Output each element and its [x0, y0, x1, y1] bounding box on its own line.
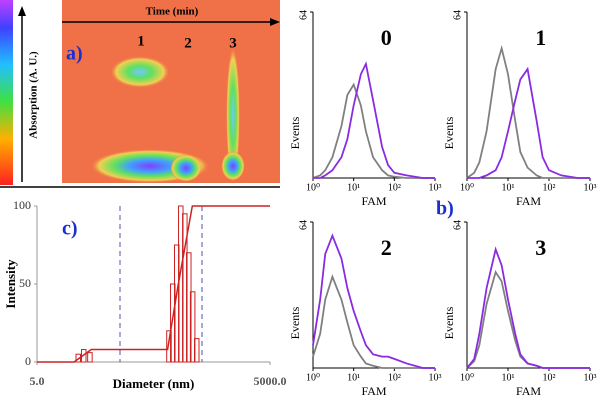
histogram-line	[313, 61, 435, 179]
x-tick-label: 5000.0	[254, 374, 287, 388]
y-tick-label: 64	[298, 220, 309, 230]
y-label: Events	[442, 116, 456, 149]
chart-title: 0	[381, 25, 392, 50]
histogram-line	[467, 66, 590, 179]
x-tick-label: 10³	[429, 372, 442, 383]
heatmap-peak	[226, 45, 240, 185]
y-tick-label: 0	[25, 354, 31, 368]
x-tick-label: 10⁰	[306, 182, 320, 193]
panel-label: c)	[62, 218, 78, 240]
x-label: Diameter (nm)	[113, 376, 195, 391]
x-tick-label: 10³	[584, 182, 597, 193]
arrow-head	[270, 18, 280, 26]
bar	[87, 352, 93, 363]
x-label: FAM	[361, 384, 386, 398]
x-tick-label: 10¹	[347, 372, 360, 383]
x-label: FAM	[516, 194, 541, 208]
histogram-line	[466, 246, 590, 369]
x-tick-label: 10³	[429, 182, 442, 193]
histogram-line	[466, 44, 590, 179]
panel-label: b)	[436, 198, 454, 220]
panel-a: Absorption (A. U.) Time (min) 1 2 3 a)	[0, 0, 280, 188]
x-label: FAM	[516, 384, 541, 398]
chart-title: 1	[535, 25, 546, 50]
histogram-line	[312, 233, 435, 369]
bar	[189, 291, 196, 363]
x-tick-label: 10²	[543, 372, 556, 383]
color-bar	[0, 0, 13, 185]
bar	[194, 338, 200, 363]
histogram-line	[466, 270, 590, 369]
heatmap-peak	[170, 154, 202, 182]
x-tick-label: 10¹	[502, 372, 515, 383]
y-tick-label: 64	[452, 10, 463, 20]
bar	[166, 330, 172, 363]
y-label: Events	[288, 306, 302, 339]
histogram-line	[312, 274, 435, 369]
heatmap-peak	[221, 151, 245, 181]
x-label: FAM	[361, 194, 386, 208]
histogram-line	[312, 82, 435, 179]
arrow-head	[18, 6, 26, 16]
chart-title: 2	[381, 235, 392, 260]
y-tick-label: 64	[298, 10, 309, 20]
heatmap-peak	[110, 56, 170, 88]
x-tick-label: 5.0	[30, 374, 45, 388]
y-label: Absorption (A. U.)	[28, 51, 40, 139]
chart-title: 3	[535, 235, 546, 260]
bar	[182, 213, 188, 363]
y-tick-label: 50	[19, 276, 31, 290]
y-label: Intensity	[3, 259, 18, 309]
x-tick-label: 10⁰	[306, 372, 320, 383]
x-tick-label: 10³	[584, 372, 597, 383]
bar	[170, 283, 176, 363]
x-tick-label: 10¹	[502, 182, 515, 193]
x-tick-label: 10¹	[347, 182, 360, 193]
y-label: Events	[442, 306, 456, 339]
peak-label: 1	[137, 33, 145, 49]
bar	[186, 252, 192, 363]
x-tick-label: 10²	[388, 372, 401, 383]
y-tick-label: 100	[13, 198, 31, 212]
x-tick-label: 10²	[543, 182, 556, 193]
peak-label: 3	[229, 35, 237, 51]
peak-label: 2	[184, 35, 192, 51]
panel-label: a)	[66, 43, 83, 65]
x-tick-label: 10⁰	[460, 182, 474, 193]
x-tick-label: 10²	[388, 182, 401, 193]
y-tick-label: 64	[452, 220, 463, 230]
x-label: Time (min)	[146, 6, 199, 18]
y-label: Events	[288, 116, 302, 149]
x-tick-label: 10⁰	[460, 372, 474, 383]
cumulative-line	[37, 205, 270, 363]
